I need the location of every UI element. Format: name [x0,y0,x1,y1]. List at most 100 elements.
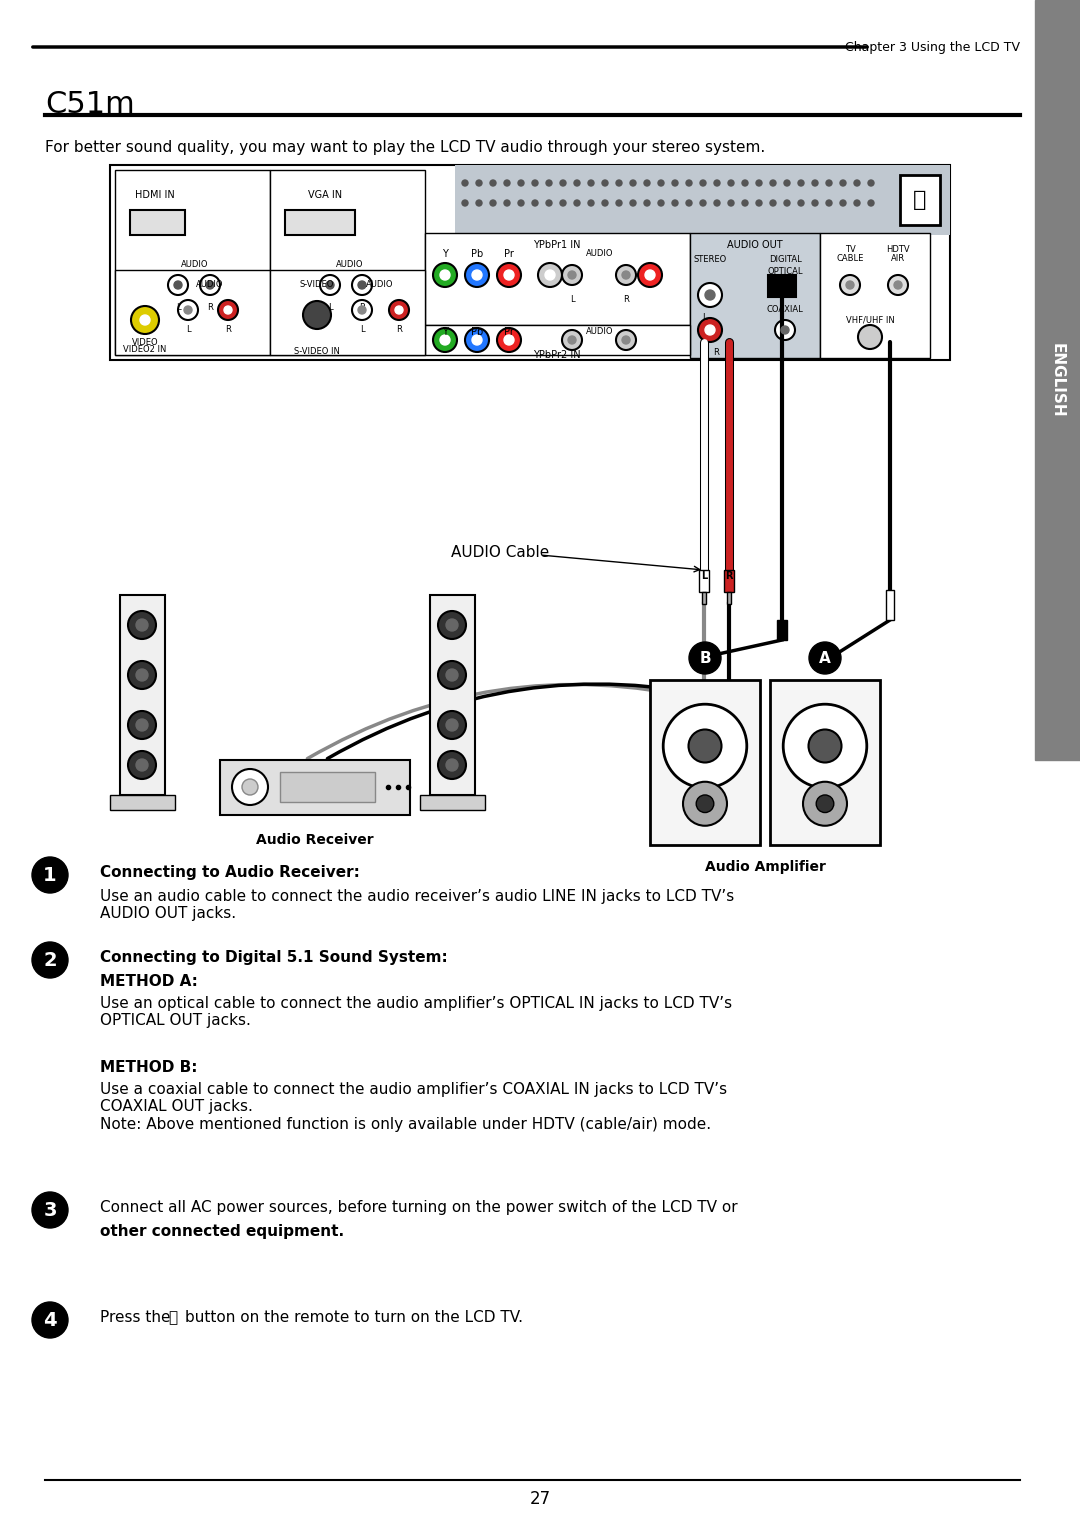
Text: L: L [702,313,706,322]
Text: AUDIO OUT: AUDIO OUT [727,241,783,250]
Circle shape [568,336,576,345]
Bar [1035,0,1080,760]
Circle shape [472,336,482,345]
Circle shape [438,751,465,778]
Circle shape [770,201,777,205]
Bar [770,680,880,846]
Bar [220,760,410,815]
Text: STEREO: STEREO [693,254,727,264]
Bar [270,270,426,355]
Circle shape [714,179,720,185]
Bar [420,795,485,810]
Circle shape [840,276,860,296]
Bar [699,570,708,591]
Circle shape [689,642,721,674]
Circle shape [798,201,804,205]
Bar [426,325,690,355]
Circle shape [136,758,148,771]
Text: R: R [623,296,629,303]
Bar [110,165,950,360]
Text: COAXIAL: COAXIAL [767,305,804,314]
Circle shape [129,711,156,738]
Circle shape [518,201,524,205]
Circle shape [326,280,334,290]
Circle shape [697,795,714,812]
Circle shape [775,320,795,340]
Circle shape [504,201,510,205]
Circle shape [686,179,692,185]
Circle shape [826,201,832,205]
Circle shape [854,201,860,205]
Text: AIR: AIR [891,254,905,264]
Text: OPTICAL: OPTICAL [767,267,802,276]
Bar [114,270,270,355]
Text: button on the remote to turn on the LCD TV.: button on the remote to turn on the LCD … [185,1310,523,1325]
Circle shape [561,179,566,185]
Bar [430,594,475,795]
Circle shape [622,271,630,279]
Text: ⏻: ⏻ [168,1310,177,1325]
Text: C51m: C51m [45,90,135,119]
Bar [820,233,930,358]
Circle shape [562,265,582,285]
Circle shape [658,201,664,205]
Bar [777,620,787,640]
Circle shape [781,326,789,334]
Circle shape [446,758,458,771]
Text: Use an optical cable to connect the audio amplifier’s OPTICAL IN jacks to LCD TV: Use an optical cable to connect the audi… [100,996,732,1028]
Text: B: B [699,651,711,665]
Circle shape [804,781,847,826]
Circle shape [809,642,841,674]
Circle shape [465,328,489,352]
Text: DIGITAL: DIGITAL [769,254,801,264]
Text: Pr: Pr [504,250,514,259]
Text: Audio Amplifier: Audio Amplifier [704,859,825,873]
Circle shape [446,619,458,631]
Circle shape [698,283,723,306]
Circle shape [532,201,538,205]
Text: R: R [225,325,231,334]
Circle shape [658,179,664,185]
Text: Connecting to Audio Receiver:: Connecting to Audio Receiver: [100,866,360,879]
Circle shape [465,264,489,286]
Circle shape [433,328,457,352]
Text: METHOD A:: METHOD A: [100,974,198,990]
Bar [650,680,760,846]
Circle shape [698,319,723,342]
Circle shape [672,201,678,205]
Circle shape [616,329,636,349]
Circle shape [462,179,468,185]
Circle shape [809,729,841,763]
Circle shape [476,179,482,185]
Text: VHF/UHF IN: VHF/UHF IN [846,316,894,323]
Circle shape [644,179,650,185]
Text: YPbPr1 IN: YPbPr1 IN [534,241,581,250]
Circle shape [490,201,496,205]
Text: L: L [701,571,707,581]
Circle shape [32,856,68,893]
Text: VGA IN: VGA IN [308,190,342,201]
Circle shape [131,306,159,334]
Text: VIDEO2 IN: VIDEO2 IN [123,345,166,354]
Text: For better sound quality, you may want to play the LCD TV audio through your ste: For better sound quality, you may want t… [45,139,766,155]
Circle shape [242,778,258,795]
Circle shape [858,325,882,349]
Text: 2: 2 [43,950,57,970]
Circle shape [129,751,156,778]
Circle shape [573,201,580,205]
Circle shape [32,1192,68,1229]
Text: AUDIO: AUDIO [586,250,613,257]
Circle shape [129,660,156,689]
Circle shape [683,781,727,826]
Circle shape [568,271,576,279]
Text: L: L [569,296,575,303]
Circle shape [700,201,706,205]
Circle shape [490,179,496,185]
Circle shape [546,179,552,185]
Circle shape [504,336,514,345]
Circle shape [518,179,524,185]
Text: R: R [713,348,719,357]
Circle shape [446,719,458,731]
Circle shape [184,306,192,314]
Text: HDMI IN: HDMI IN [135,190,175,201]
